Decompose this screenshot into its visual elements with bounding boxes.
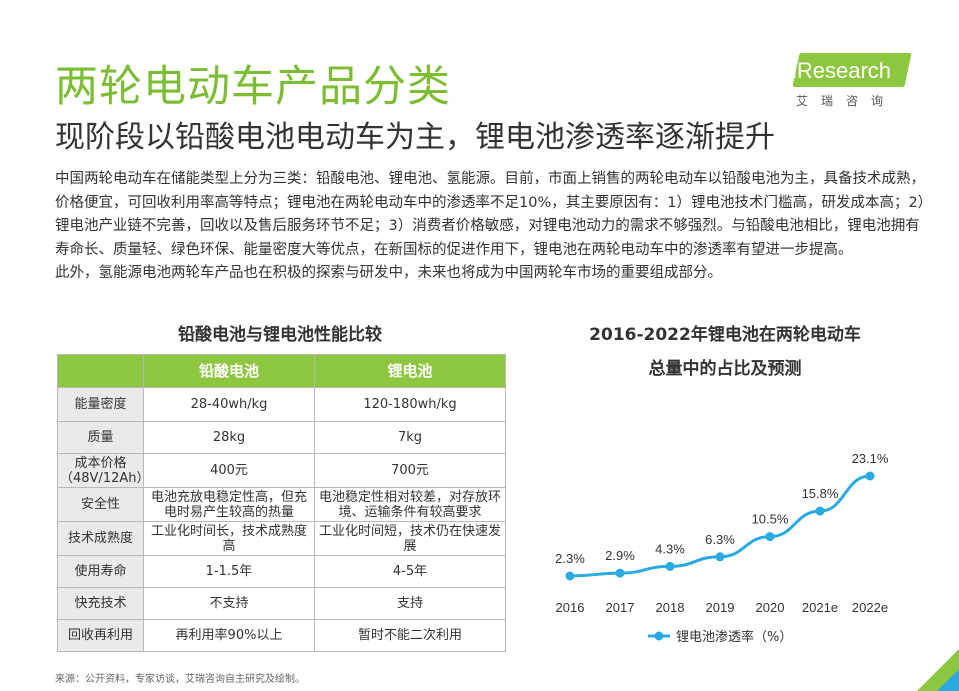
table-row: 快充技术 不支持 支持 <box>57 587 506 620</box>
data-label: 6.3% <box>705 532 735 547</box>
table-title: 铅酸电池与锂电池性能比较 <box>178 325 382 345</box>
lead-acid-cell: 400元 <box>143 453 315 488</box>
chart-title-line-2: 总量中的占比及预测 <box>648 359 802 379</box>
data-label: 10.5% <box>752 512 789 527</box>
x-tick-label: 2017 <box>606 600 635 615</box>
data-label: 2.3% <box>555 551 585 566</box>
source-note: 来源：公开资料，专家访谈，艾瑞咨询自主研究及绘制。 <box>55 674 305 685</box>
lithium-cell: 120-180wh/kg <box>314 387 506 422</box>
table-row: 使用寿命 1-1.5年 4-5年 <box>57 555 506 588</box>
data-point <box>615 568 625 578</box>
row-label: 使用寿命 <box>57 555 144 588</box>
lead-acid-cell: 不支持 <box>143 587 315 620</box>
lead-acid-cell: 28-40wh/kg <box>143 387 315 422</box>
data-point <box>815 506 825 516</box>
logo-text: iResearch <box>792 58 892 83</box>
lithium-cell: 电池稳定性相对较差，对存放环境、运输条件有较高要求 <box>314 487 506 522</box>
table-header-cell <box>57 354 144 388</box>
data-label: 15.8% <box>802 486 839 501</box>
data-point <box>715 552 725 562</box>
table-row: 回收再利用 再利用率90%以上 暂时不能二次利用 <box>57 619 506 652</box>
lithium-cell: 暂时不能二次利用 <box>314 619 506 652</box>
lead-acid-cell: 再利用率90%以上 <box>143 619 315 652</box>
table-row: 技术成熟度 工业化时间长，技术成熟度高 工业化时间短，技术仍在快速发展 <box>57 521 506 556</box>
lithium-cell: 7kg <box>314 421 506 454</box>
corner-decoration <box>917 649 959 691</box>
lithium-cell: 700元 <box>314 453 506 488</box>
row-label: 安全性 <box>57 487 144 522</box>
lead-acid-cell: 1-1.5年 <box>143 555 315 588</box>
data-point <box>765 532 775 542</box>
page-title: 两轮电动车产品分类 <box>55 62 451 112</box>
logo-cn-text: 艾瑞咨询 <box>796 94 897 108</box>
row-label: 成本价格（48V/12Ah） <box>57 453 150 488</box>
table-row: 质量 28kg 7kg <box>57 421 506 454</box>
table-header-row: 铅酸电池 锂电池 <box>57 354 506 388</box>
penetration-line-chart: 2.3% 2016 2.9% 2017 4.3% 2018 6.3% 2019 10.5% 202… <box>555 451 889 645</box>
x-tick-label: 2022e <box>852 600 888 615</box>
row-label: 回收再利用 <box>57 619 144 652</box>
body-paragraph-2: 此外，氢能源电池两轮车产品也在积极的探索与研发中，未来也将成为中国两轮车市场的重… <box>55 265 722 281</box>
data-label: 23.1% <box>852 451 889 466</box>
comparison-table: 铅酸电池 锂电池 能量密度 28-40wh/kg 120-180wh/kg 质量… <box>57 354 506 652</box>
lead-acid-cell: 电池充放电稳定性高，但充电时易产生较高的热量 <box>143 487 315 522</box>
chart-title-line-1: 2016-2022年锂电池在两轮电动车 <box>589 325 861 345</box>
row-label: 质量 <box>57 421 144 454</box>
lithium-cell: 工业化时间短，技术仍在快速发展 <box>314 521 506 556</box>
table-row: 能量密度 28-40wh/kg 120-180wh/kg <box>57 387 506 422</box>
table-header-cell: 铅酸电池 <box>143 354 315 388</box>
lithium-cell: 4-5年 <box>314 555 506 588</box>
table-header-cell: 锂电池 <box>314 354 506 388</box>
page-subtitle: 现阶段以铅酸电池电动车为主，锂电池渗透率逐渐提升 <box>55 120 775 155</box>
data-label: 2.9% <box>605 548 635 563</box>
body-text: 中国两轮电动车在储能类型上分为三类：铅酸电池、锂电池、氢能源。目前，市面上销售的… <box>55 168 925 286</box>
table-row: 成本价格（48V/12Ah） 400元 700元 <box>57 453 506 488</box>
x-tick-label: 2016 <box>556 600 585 615</box>
row-label: 快充技术 <box>57 587 144 620</box>
chart-title: 2016-2022年锂电池在两轮电动车 总量中的占比及预测 <box>545 318 905 386</box>
data-point <box>665 561 675 571</box>
x-tick-label: 2019 <box>706 600 735 615</box>
lead-acid-cell: 工业化时间长，技术成熟度高 <box>143 521 315 556</box>
lithium-cell: 支持 <box>314 587 506 620</box>
body-paragraph-1: 中国两轮电动车在储能类型上分为三类：铅酸电池、锂电池、氢能源。目前，市面上销售的… <box>55 171 925 258</box>
data-label: 4.3% <box>655 541 685 556</box>
lead-acid-cell: 28kg <box>143 421 315 454</box>
row-label: 能量密度 <box>57 387 144 422</box>
legend-label: 锂电池渗透率（%） <box>676 629 792 645</box>
x-tick-label: 2020 <box>756 600 785 615</box>
iresearch-logo: iResearch 艾瑞咨询 <box>782 50 932 110</box>
row-label: 技术成熟度 <box>57 521 144 556</box>
legend-marker <box>654 631 664 641</box>
x-tick-label: 2021e <box>802 600 838 615</box>
x-tick-label: 2018 <box>656 600 685 615</box>
data-point <box>565 571 575 581</box>
data-point <box>865 471 875 481</box>
table-row: 安全性 电池充放电稳定性高，但充电时易产生较高的热量 电池稳定性相对较差，对存放… <box>57 487 506 522</box>
